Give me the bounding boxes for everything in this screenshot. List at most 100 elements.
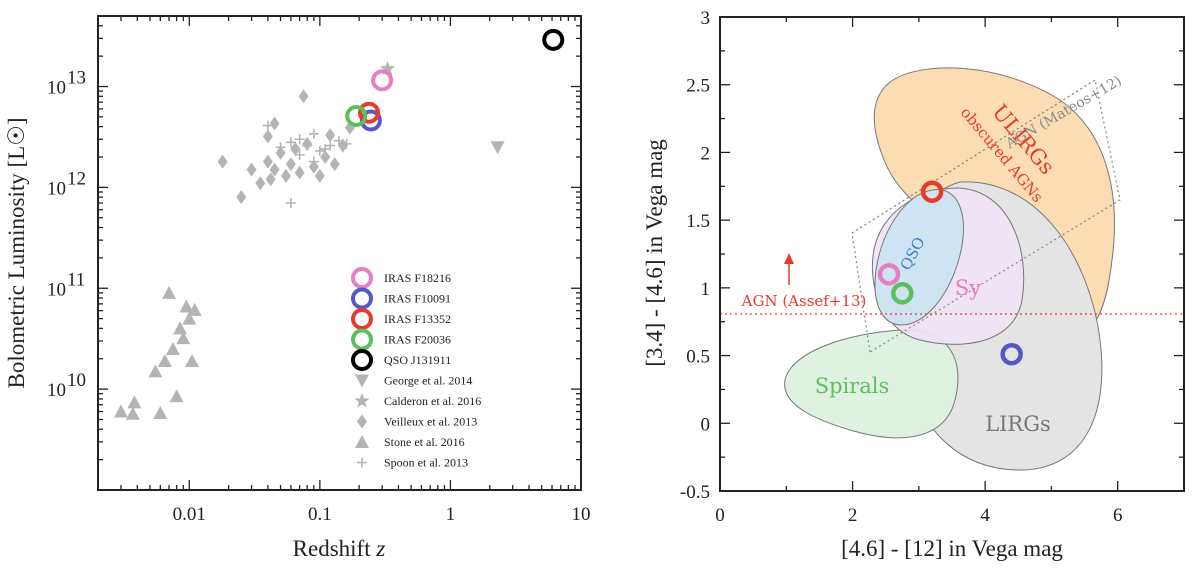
point-iras-f13352: [920, 180, 944, 203]
left-x-tick-label: 0.01: [173, 504, 206, 525]
left-y-tick-exponent: 11: [67, 269, 85, 290]
legend-label-qso-j131911: QSO J131911: [384, 353, 451, 367]
region-label-lirgs: LIRGs: [985, 412, 1051, 436]
point-veilleux-et-al-2013: [298, 89, 309, 104]
left-x-tick-label: 1: [446, 504, 456, 525]
right-y-tick-label: 1.5: [686, 211, 710, 232]
point-veilleux-et-al-2013: [236, 190, 247, 205]
point-iras-f20036: [891, 282, 914, 305]
point-stone-et-al-2016: [179, 299, 194, 313]
point-stone-et-al-2016: [187, 302, 202, 316]
point-veilleux-et-al-2013: [308, 159, 319, 174]
point-veilleux-et-al-2013: [314, 168, 325, 183]
left-y-tick-label: 10: [47, 279, 66, 300]
right-x-tick-label: 2: [848, 505, 858, 526]
left-plot-frame: [97, 15, 582, 491]
left-y-tick-label: 10: [47, 178, 66, 199]
region-spirals: [784, 329, 959, 439]
point-stone-et-al-2016: [182, 311, 197, 325]
left-y-tick-label: 10: [47, 380, 66, 401]
legend-marker-stone-et-al-2016: [355, 435, 369, 448]
right-x-axis-label: [4.6] - [12] in Vega mag: [841, 536, 1063, 561]
legend-label-iras-f18216: IRAS F18216: [384, 271, 451, 285]
point-george-et-al-2014: [490, 141, 505, 155]
legend-marker-calderon-et-al-2016: [354, 393, 370, 408]
point-spoon-et-al-2013: [308, 128, 319, 139]
right-x-tick-label: 6: [1113, 505, 1123, 526]
point-veilleux-et-al-2013: [262, 129, 273, 144]
point-veilleux-et-al-2013: [320, 150, 331, 165]
point-stone-et-al-2016: [157, 354, 172, 368]
point-spoon-et-al-2013: [308, 156, 319, 167]
luminosity-redshift-chart: 0.010.111010101011101210131014 Redshift …: [4, 15, 591, 561]
left-y-tick-label: 10: [47, 78, 66, 99]
legend-label-iras-f13352: IRAS F13352: [384, 312, 451, 326]
agn-mateos-wedge: [851, 79, 1121, 353]
right-y-tick-label: 3: [701, 8, 711, 29]
right-x-tick-label: 4: [980, 505, 990, 526]
point-veilleux-et-al-2013: [262, 154, 273, 169]
region-label-spirals: Spirals: [815, 374, 890, 398]
right-y-tick-label: 2.5: [686, 76, 710, 97]
point-veilleux-et-al-2013: [246, 162, 257, 177]
point-spoon-et-al-2013: [285, 198, 296, 209]
right-y-tick-label: 0.5: [686, 347, 710, 368]
right-tick-labels: 0 2 4 6-0.500.511.522.53: [680, 8, 1123, 526]
point-spoon-et-al-2013: [294, 149, 305, 160]
point-qso-j131911: [542, 28, 565, 51]
legend-label-george-et-al-2014: George et al. 2014: [384, 374, 472, 388]
point-stone-et-al-2016: [162, 285, 177, 299]
right-y-tick-label: 0: [701, 414, 711, 435]
point-stone-et-al-2016: [176, 331, 191, 345]
legend-marker-iras-f18216: [351, 267, 373, 289]
left-tick-labels: 0.010.111010101011101210131014: [47, 68, 591, 525]
point-calderon-et-al-2016: [379, 60, 396, 76]
point-spoon-et-al-2013: [325, 140, 336, 151]
point-veilleux-et-al-2013: [265, 172, 276, 187]
left-x-tick-label: 10: [572, 504, 591, 525]
point-iras-f18216: [877, 263, 901, 286]
left-y-tick-exponent: 10: [67, 370, 86, 391]
point-stone-et-al-2016: [185, 354, 200, 368]
right-y-tick-label: 1: [701, 279, 711, 300]
point-veilleux-et-al-2013: [275, 145, 286, 160]
legend-marker-veilleux-et-al-2013: [357, 414, 367, 429]
point-veilleux-et-al-2013: [269, 162, 280, 177]
legend-marker-iras-f20036: [351, 328, 373, 351]
point-veilleux-et-al-2013: [255, 176, 266, 191]
right-y-tick-label: 2: [701, 143, 711, 164]
point-stone-et-al-2016: [148, 364, 163, 378]
legend-label-calderon-et-al-2016: Calderon et al. 2016: [384, 394, 481, 408]
legend-label-veilleux-et-al-2013: Veilleux et al. 2013: [384, 415, 477, 429]
annotation-agn-assef: AGN (Assef+13): [741, 292, 867, 310]
point-spoon-et-al-2013: [285, 137, 296, 148]
agn-assef-arrow: [784, 253, 794, 285]
right-x-tick-label: 0: [715, 505, 725, 526]
point-spoon-et-al-2013: [262, 120, 273, 131]
legend-marker-iras-f10091: [351, 287, 373, 310]
region-qso: [874, 188, 964, 326]
point-spoon-et-al-2013: [294, 134, 305, 145]
point-stone-et-al-2016: [165, 341, 180, 355]
point-veilleux-et-al-2013: [290, 142, 301, 157]
point-veilleux-et-al-2013: [217, 154, 228, 169]
point-spoon-et-al-2013: [314, 145, 325, 156]
legend-label-spoon-et-al-2013: Spoon et al. 2013: [384, 456, 468, 470]
point-spoon-et-al-2013: [333, 135, 344, 146]
legend-label-iras-f10091: IRAS F10091: [384, 292, 451, 306]
point-stone-et-al-2016: [113, 404, 128, 418]
point-spoon-et-al-2013: [275, 142, 286, 153]
legend-label-stone-et-al-2016: Stone et al. 2016: [384, 435, 465, 449]
point-veilleux-et-al-2013: [269, 116, 280, 131]
color-color-chart: 0 2 4 6-0.500.511.522.53 ULIRGs obscured AG…: [642, 8, 1185, 561]
point-spoon-et-al-2013: [341, 138, 352, 149]
point-veilleux-et-al-2013: [285, 157, 296, 172]
left-axis-ticks: [97, 15, 582, 491]
point-stone-et-al-2016: [153, 405, 168, 419]
point-veilleux-et-al-2013: [294, 165, 305, 180]
point-stone-et-al-2016: [169, 389, 184, 403]
left-y-tick-exponent: 12: [67, 168, 86, 189]
left-x-axis-label: Redshift z: [293, 536, 386, 561]
right-data-marks: [877, 180, 1023, 366]
